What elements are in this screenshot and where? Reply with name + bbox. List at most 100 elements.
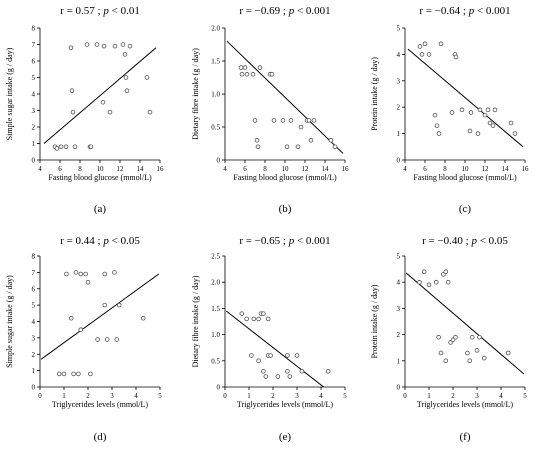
data-point xyxy=(70,109,76,115)
data-point xyxy=(122,52,128,57)
title-p-symbol: p xyxy=(102,5,109,17)
data-point xyxy=(477,107,483,113)
title-r-value: r = 0.44 ; xyxy=(60,235,103,247)
chart-title: r = −0.64 ; p < 0.001 xyxy=(419,5,510,17)
data-point xyxy=(261,311,266,316)
data-point xyxy=(71,371,76,377)
data-point xyxy=(325,368,331,374)
y-tick-label: 4 xyxy=(32,318,36,326)
title-p-symbol: p xyxy=(468,5,475,17)
data-point xyxy=(449,110,455,115)
data-point xyxy=(239,71,245,77)
panel-label: (a) xyxy=(94,203,107,215)
y-tick-label: 6 xyxy=(32,285,36,293)
data-point xyxy=(453,54,459,60)
chart-title: r = 0.44 ; p < 0.05 xyxy=(60,235,140,247)
x-axis-label: Triglycerides levels (mmol/L) xyxy=(417,400,513,409)
data-point xyxy=(84,42,90,47)
y-axis-label: Dietary fibre intake (g / day) xyxy=(191,275,200,367)
data-point xyxy=(438,41,444,47)
data-point xyxy=(88,371,93,377)
trend-line xyxy=(405,272,525,375)
x-tick-label: 14 xyxy=(322,165,330,173)
x-tick-label: 16 xyxy=(522,165,530,173)
data-point xyxy=(239,311,245,316)
data-point xyxy=(308,137,314,143)
data-point xyxy=(72,144,78,150)
x-tick-label: 4 xyxy=(499,392,503,400)
x-tick-label: 4 xyxy=(223,165,227,173)
data-point xyxy=(311,118,317,123)
trend-line xyxy=(40,273,160,360)
data-point xyxy=(112,270,117,275)
x-tick-label: 3 xyxy=(475,392,479,400)
data-point xyxy=(285,353,290,358)
data-point xyxy=(64,271,69,277)
x-axis-label: Fasting blood glucose (mmol/L) xyxy=(233,173,337,182)
x-tick-label: 4 xyxy=(403,165,407,173)
data-point xyxy=(256,316,261,322)
data-point xyxy=(332,144,338,150)
panel-label: (d) xyxy=(94,431,107,443)
x-tick-label: 8 xyxy=(443,165,447,173)
x-tick-label: 14 xyxy=(502,165,510,173)
data-point xyxy=(54,146,60,151)
data-point xyxy=(101,43,107,49)
data-point xyxy=(426,282,432,288)
trend-line xyxy=(226,40,344,154)
y-tick-label: 1 xyxy=(397,130,401,138)
x-tick-label: 8 xyxy=(263,165,267,173)
y-tick-label: 2.0 xyxy=(211,25,220,33)
data-point xyxy=(249,353,254,358)
data-point xyxy=(328,137,334,143)
y-tick-label: 4 xyxy=(397,51,401,59)
data-point xyxy=(250,71,256,77)
data-point xyxy=(433,279,439,285)
data-point xyxy=(112,43,118,49)
data-point xyxy=(76,371,81,377)
data-point xyxy=(104,337,110,342)
data-point xyxy=(261,368,266,374)
y-tick-label: 8 xyxy=(32,25,36,33)
x-tick-label: 4 xyxy=(38,165,42,173)
y-tick-label: 3 xyxy=(397,305,401,313)
x-tick-label: 2 xyxy=(451,392,455,400)
y-tick-label: 4 xyxy=(32,91,36,99)
data-point xyxy=(505,350,511,356)
data-point xyxy=(485,107,491,113)
data-point xyxy=(73,270,79,275)
data-point xyxy=(102,271,108,277)
data-point xyxy=(294,353,300,358)
data-point xyxy=(102,302,108,308)
panel-label: (e) xyxy=(279,431,292,443)
data-point xyxy=(88,144,94,150)
data-point xyxy=(299,368,305,374)
y-axis-label: Simple sugar intake (g / day) xyxy=(5,275,14,368)
data-point xyxy=(244,71,250,77)
x-tick-label: 5 xyxy=(343,392,347,400)
title-r-value: r = 0.57 ; xyxy=(60,5,103,17)
x-tick-label: 6 xyxy=(243,165,247,173)
data-point xyxy=(275,374,281,379)
data-point xyxy=(443,358,449,364)
panel-label: (b) xyxy=(279,203,292,215)
data-point xyxy=(123,75,129,80)
trend-line xyxy=(43,47,157,144)
chart-title: r = −0.69 ; p < 0.001 xyxy=(239,5,330,17)
y-tick-label: 0 xyxy=(32,384,36,392)
data-point xyxy=(468,110,474,115)
data-point xyxy=(474,348,480,353)
y-tick-label: 5 xyxy=(397,253,401,261)
y-tick-label: 0 xyxy=(32,157,36,165)
y-tick-label: 3 xyxy=(32,334,36,342)
data-point xyxy=(306,118,312,123)
y-tick-label: 7 xyxy=(32,41,36,49)
data-point xyxy=(280,118,286,123)
y-tick-label: 2 xyxy=(397,331,401,339)
title-p-symbol: p xyxy=(470,235,477,247)
data-point xyxy=(421,269,427,275)
title-p-value: < 0.05 xyxy=(109,235,140,247)
data-point xyxy=(481,355,487,361)
data-point xyxy=(434,123,440,128)
